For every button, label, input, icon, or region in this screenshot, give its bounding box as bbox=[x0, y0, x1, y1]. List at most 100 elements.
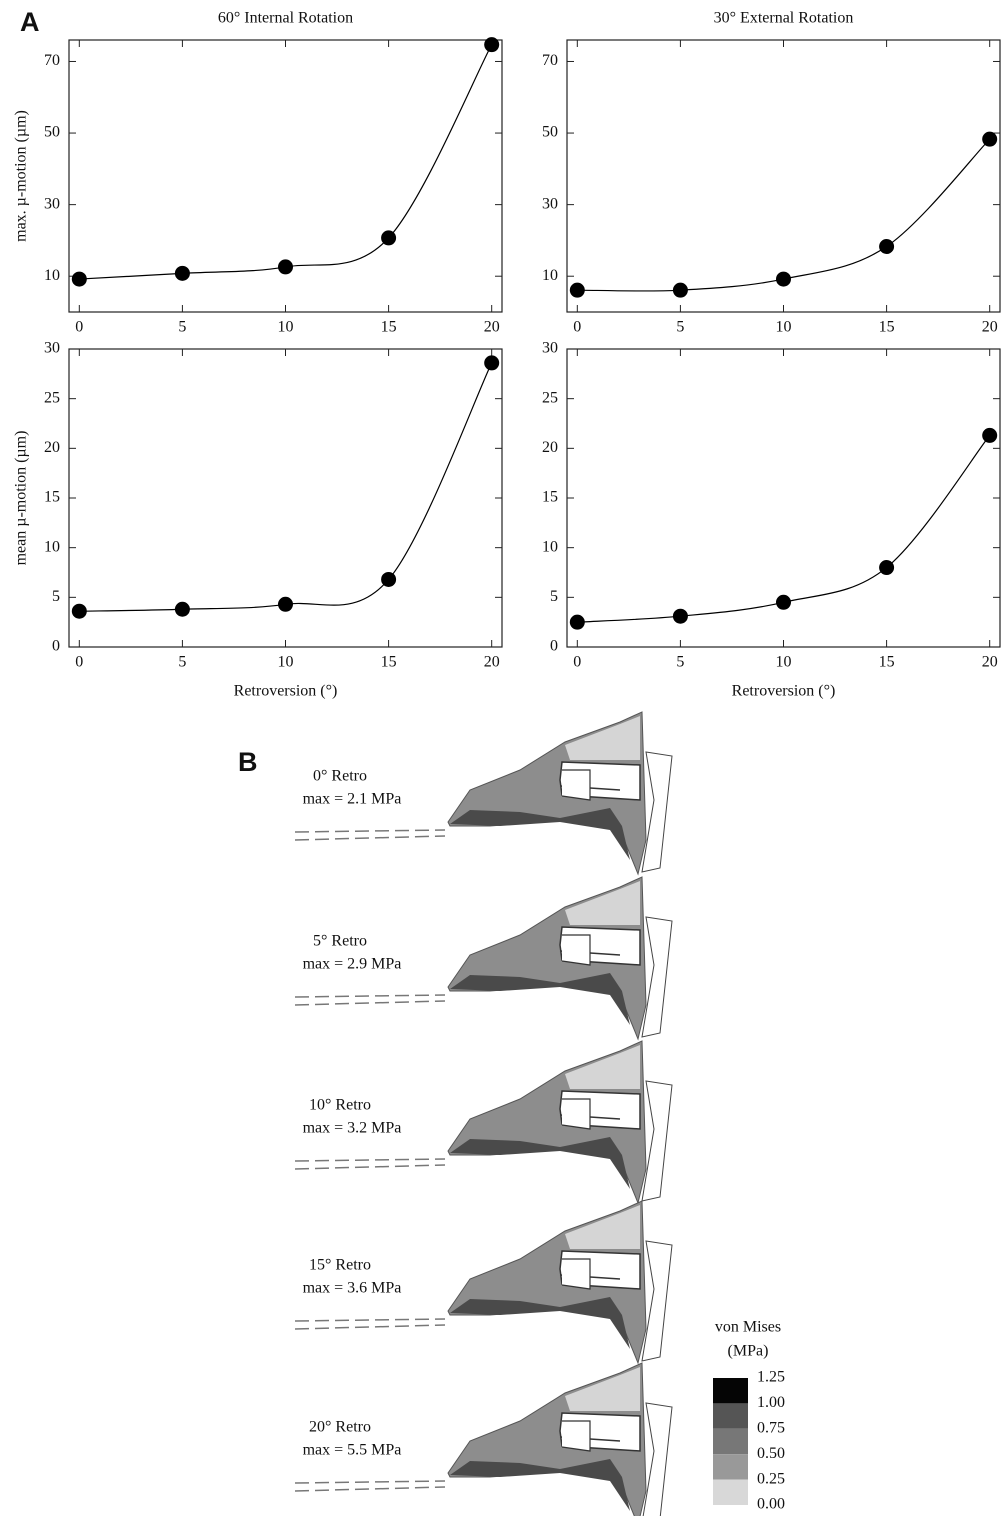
legend-swatch bbox=[713, 1454, 748, 1480]
y-tick-label: 5 bbox=[550, 588, 558, 605]
fe-section bbox=[294, 711, 673, 876]
plot-frame bbox=[566, 39, 1001, 313]
x-tick-label: 5 bbox=[178, 654, 186, 671]
x-tick-label: 15 bbox=[879, 654, 895, 671]
dashed-outline bbox=[294, 1486, 446, 1492]
y-tick-label: 0 bbox=[550, 638, 558, 655]
legend-title: (MPa) bbox=[728, 1343, 769, 1360]
fit-curve bbox=[79, 362, 493, 612]
y-tick-label: 25 bbox=[542, 389, 558, 406]
x-tick-label: 10 bbox=[278, 654, 294, 671]
implant-stem bbox=[561, 1258, 591, 1290]
x-tick-label: 0 bbox=[573, 654, 581, 671]
y-tick-label: 30 bbox=[44, 340, 60, 357]
y-tick-label: 10 bbox=[542, 267, 558, 284]
case-max: max = 5.5 MPa bbox=[303, 1442, 402, 1459]
dashed-outline bbox=[294, 1480, 446, 1484]
x-tick-label: 10 bbox=[776, 319, 792, 336]
bone-high bbox=[450, 1297, 630, 1349]
data-point bbox=[982, 131, 998, 147]
dashed-outline bbox=[294, 835, 446, 841]
y-tick-label: 25 bbox=[44, 389, 60, 406]
implant-stem bbox=[561, 934, 591, 966]
x-tick-label: 0 bbox=[573, 319, 581, 336]
bone-low bbox=[565, 716, 640, 760]
fit-curve bbox=[79, 44, 493, 280]
fe-section bbox=[294, 876, 673, 1041]
x-tick-label: 0 bbox=[75, 319, 83, 336]
data-point bbox=[776, 271, 791, 287]
x-tick-label: 10 bbox=[278, 319, 294, 336]
dashed-outline bbox=[294, 994, 446, 998]
y-tick-label: 70 bbox=[44, 52, 60, 69]
x-tick-label: 5 bbox=[178, 319, 186, 336]
implant-stem bbox=[561, 1098, 591, 1130]
legend-title: von Mises bbox=[715, 1319, 781, 1336]
data-point bbox=[569, 282, 585, 298]
y-tick-label: 10 bbox=[542, 538, 558, 555]
x-tick-label: 20 bbox=[484, 319, 500, 336]
case-title: 20° Retro bbox=[309, 1419, 371, 1436]
case-max: max = 2.1 MPa bbox=[303, 791, 402, 808]
legend-label: 0.00 bbox=[757, 1496, 785, 1513]
data-point bbox=[672, 608, 688, 624]
data-point bbox=[484, 355, 500, 371]
bone-high bbox=[450, 808, 630, 860]
data-point bbox=[776, 594, 791, 610]
case-title: 15° Retro bbox=[309, 1257, 371, 1274]
data-point bbox=[71, 271, 87, 287]
x-tick-label: 15 bbox=[879, 319, 895, 336]
data-point bbox=[672, 282, 688, 298]
bone-low bbox=[565, 1045, 640, 1089]
legend-label: 1.00 bbox=[757, 1394, 785, 1411]
x-tick-label: 0 bbox=[75, 654, 83, 671]
glenoid bbox=[642, 1402, 673, 1516]
glenoid bbox=[641, 916, 673, 1038]
case-max: max = 3.6 MPa bbox=[303, 1280, 402, 1297]
data-point bbox=[174, 265, 190, 281]
y-tick-label: 30 bbox=[542, 195, 558, 212]
case-max: max = 3.2 MPa bbox=[303, 1120, 402, 1137]
dashed-outline bbox=[294, 1000, 446, 1006]
y-tick-label: 10 bbox=[44, 267, 60, 284]
y-tick-label: 50 bbox=[44, 124, 60, 141]
x-tick-label: 5 bbox=[676, 654, 684, 671]
x-tick-label: 15 bbox=[381, 654, 397, 671]
y-tick-label: 30 bbox=[542, 340, 558, 357]
implant-stem bbox=[561, 769, 591, 801]
x-tick-label: 5 bbox=[676, 319, 684, 336]
y-tick-label: 70 bbox=[542, 52, 558, 69]
bone-low bbox=[565, 1367, 640, 1411]
chart-title: 60° Internal Rotation bbox=[218, 10, 353, 27]
y-axis-label: mean µ-motion (µm) bbox=[13, 431, 30, 566]
panel-label: B bbox=[238, 747, 258, 777]
glenoid bbox=[641, 751, 673, 873]
fe-section bbox=[294, 1200, 673, 1365]
dashed-outline bbox=[294, 1164, 446, 1170]
x-tick-label: 20 bbox=[982, 654, 998, 671]
legend-label: 0.25 bbox=[757, 1470, 785, 1487]
dashed-outline bbox=[294, 829, 446, 833]
legend-swatch bbox=[713, 1479, 748, 1505]
data-point bbox=[982, 427, 998, 443]
data-point bbox=[278, 259, 293, 275]
y-tick-label: 20 bbox=[44, 439, 60, 456]
x-tick-label: 15 bbox=[381, 319, 397, 336]
glenoid bbox=[641, 1240, 673, 1362]
legend-swatch bbox=[713, 1378, 748, 1404]
bone-low bbox=[565, 881, 640, 925]
bone-low bbox=[565, 1205, 640, 1249]
x-axis-label: Retroversion (°) bbox=[234, 683, 338, 700]
implant-stem bbox=[561, 1420, 591, 1452]
x-axis-label: Retroversion (°) bbox=[732, 683, 836, 700]
y-tick-label: 20 bbox=[542, 439, 558, 456]
case-title: 0° Retro bbox=[313, 768, 367, 785]
y-tick-label: 10 bbox=[44, 538, 60, 555]
case-title: 5° Retro bbox=[313, 933, 367, 950]
panel-label: A bbox=[20, 7, 40, 37]
y-tick-label: 15 bbox=[542, 489, 558, 506]
dashed-outline bbox=[294, 1158, 446, 1162]
y-tick-label: 5 bbox=[52, 588, 60, 605]
y-tick-label: 15 bbox=[44, 489, 60, 506]
